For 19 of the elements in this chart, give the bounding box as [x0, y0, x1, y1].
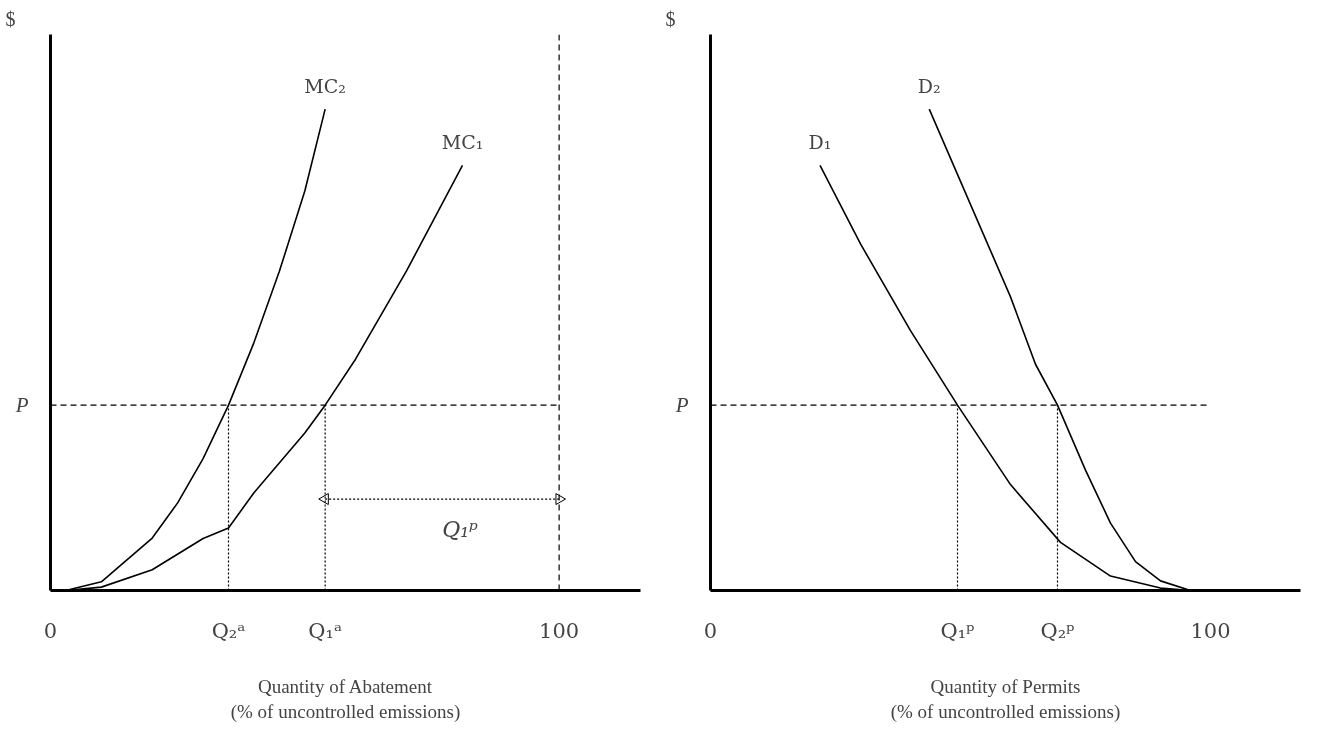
series-label: D₁	[808, 131, 832, 154]
ref-line-label: P	[674, 393, 689, 418]
x-tick-label: Q₁ᵖ	[940, 618, 975, 643]
y-axis-title: $	[665, 7, 676, 30]
series-label: MC₁	[441, 131, 484, 154]
x-tick-label: Q₁ᵃ	[308, 618, 343, 643]
x-tick-label: 100	[1190, 618, 1231, 643]
x-tick-label: 0	[43, 618, 58, 643]
x-tick-label: 0	[703, 618, 718, 643]
ref-line-label: P	[14, 393, 29, 418]
y-axis-title: $	[5, 7, 16, 30]
x-axis-title: Quantity of Permits (% of uncontrolled emissions)	[890, 675, 1121, 723]
series-label: MC₂	[304, 75, 346, 98]
series-label: D₂	[917, 75, 941, 98]
annotation: Q₁ᵖ	[442, 517, 478, 543]
x-axis-title: Quantity of Abatement (% of uncontrolled emissions)	[230, 675, 461, 723]
x-tick-label: Q₂ᵖ	[1040, 618, 1075, 643]
x-tick-label: 100	[539, 618, 580, 643]
x-tick-label: Q₂ᵃ	[211, 618, 246, 643]
